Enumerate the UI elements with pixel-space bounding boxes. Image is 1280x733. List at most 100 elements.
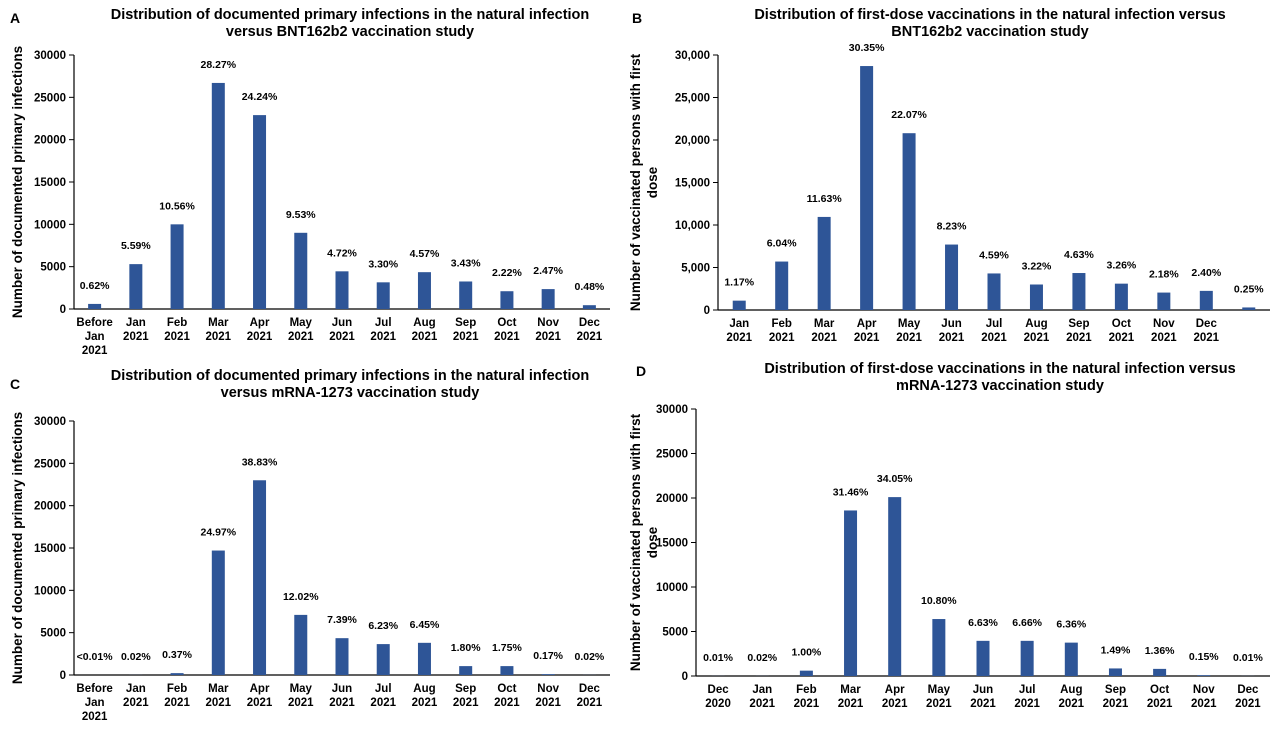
x-tick-label-line: 2021 <box>164 331 190 343</box>
x-tick-label-line: Apr <box>857 318 877 330</box>
bar <box>799 670 813 676</box>
bar <box>459 666 473 675</box>
data-label: 22.07% <box>891 109 927 121</box>
x-tick-label-line: Dec <box>708 684 730 696</box>
data-label: 12.02% <box>283 591 319 603</box>
x-tick-label-line: Jun <box>973 684 993 696</box>
x-tick-label-line: Jun <box>941 318 961 330</box>
x-tick-label: Jun 2021 <box>329 683 355 709</box>
x-tick-label-line: 2021 <box>370 331 396 343</box>
data-label: 6.45% <box>410 619 440 631</box>
x-tick-label: Mar 2021 <box>206 317 232 343</box>
data-label: 4.72% <box>327 247 357 259</box>
x-tick-label: Dec 2021 <box>577 683 603 709</box>
x-tick-label-line: Nov <box>537 683 559 695</box>
bar <box>1108 668 1122 676</box>
x-tick-label-line: Sep <box>455 683 476 695</box>
x-tick-label-line: Oct <box>497 683 516 695</box>
x-tick-label: Feb 2021 <box>794 684 820 710</box>
x-tick-label-line: 2021 <box>577 697 603 709</box>
x-tick-label-line: 2021 <box>1235 698 1261 710</box>
x-tick-label: Jul 2021 <box>370 317 396 343</box>
data-label: 30.35% <box>849 42 885 54</box>
x-tick-label-line: 2021 <box>1147 698 1173 710</box>
x-tick-label-line: 2021 <box>453 331 479 343</box>
y-tick-label: 25000 <box>34 92 66 104</box>
bar <box>170 224 184 309</box>
bar <box>500 291 514 309</box>
x-tick-label-line: 2021 <box>811 332 837 344</box>
x-tick-label: May 2021 <box>288 683 314 709</box>
x-tick-label-line: 2021 <box>1109 332 1135 344</box>
x-tick-label: Nov 2021 <box>1151 318 1177 344</box>
y-tick-label: 5,000 <box>681 263 710 275</box>
data-label: <0.01% <box>77 651 114 663</box>
x-tick-label: Oct 2021 <box>494 683 520 709</box>
bar <box>294 232 308 309</box>
y-tick-label: 5000 <box>40 262 66 274</box>
x-tick-label-line: 2021 <box>412 331 438 343</box>
y-tick-label: 25,000 <box>675 93 710 105</box>
x-tick-label-line: 2021 <box>1014 698 1040 710</box>
chart-title-d-line-1: Distribution of first-dose vaccinations … <box>764 361 1236 377</box>
bar <box>170 673 184 675</box>
x-tick-label-line: 2021 <box>123 331 149 343</box>
x-tick-label-line: 2021 <box>854 332 880 344</box>
bar <box>1153 668 1167 676</box>
bar <box>976 640 990 676</box>
x-tick-label-line: Jun <box>332 683 352 695</box>
chart-title-b: Distribution of first-dose vaccinations … <box>710 7 1270 41</box>
chart-title-d: Distribution of first-dose vaccinations … <box>710 361 1280 395</box>
bar <box>1064 642 1078 676</box>
data-label: 0.01% <box>703 652 733 664</box>
data-label: 0.02% <box>747 652 777 664</box>
y-tick-label: 10000 <box>34 585 66 597</box>
bar <box>541 674 555 675</box>
x-tick-label: Dec 2021 <box>1235 684 1261 710</box>
x-tick-label: Mar 2021 <box>838 684 864 710</box>
data-label: 0.02% <box>121 651 151 663</box>
x-tick-label-line: 2021 <box>494 331 520 343</box>
x-tick-label-line: 2021 <box>981 332 1007 344</box>
y-tick-label: 30,000 <box>675 50 710 62</box>
data-label: 3.26% <box>1106 260 1136 272</box>
x-tick-label-line: Jan <box>85 697 105 709</box>
data-label: 1.36% <box>1145 645 1175 657</box>
data-label: 6.36% <box>1056 619 1086 631</box>
y-tick-label: 0 <box>60 670 66 682</box>
x-tick-label: Jun 2021 <box>970 684 996 710</box>
x-tick-label-line: Sep <box>1068 318 1089 330</box>
data-label: 6.66% <box>1012 617 1042 629</box>
x-tick-label-line: 2021 <box>164 697 190 709</box>
y-axis-title: Number of documented primary infections <box>10 46 25 318</box>
y-tick-label: 20,000 <box>675 135 710 147</box>
x-tick-label-line: Apr <box>250 317 270 329</box>
y-axis-title: Number of vaccinated persons with first d… <box>628 53 660 311</box>
bar <box>211 550 225 675</box>
x-tick-label-line: Feb <box>167 317 187 329</box>
x-tick-label-line: Oct <box>497 317 516 329</box>
x-tick-label-line: Feb <box>796 684 816 696</box>
x-tick-label-line: Aug <box>1060 684 1082 696</box>
data-label: 0.62% <box>80 280 110 292</box>
x-tick-label-line: 2021 <box>1059 698 1085 710</box>
x-tick-label: Nov 2021 <box>535 317 561 343</box>
bar <box>582 305 596 309</box>
x-tick-label-line: 2021 <box>329 697 355 709</box>
y-axis-title-line: dose <box>645 166 660 198</box>
chart-title-c-line-2: versus mRNA-1273 vaccination study <box>220 385 480 401</box>
y-tick-label: 10000 <box>34 219 66 231</box>
x-tick-label: Sep 2021 <box>1103 684 1129 710</box>
data-label: 4.63% <box>1064 249 1094 261</box>
x-tick-label-line: 2020 <box>705 698 731 710</box>
x-tick-label-line: Apr <box>250 683 270 695</box>
panel-letter-d: D <box>636 363 647 379</box>
x-tick-label-line: May <box>290 317 313 329</box>
panel-letter-a: A <box>10 10 21 26</box>
x-tick-label: Sep 2021 <box>453 317 479 343</box>
data-label: 10.56% <box>159 200 195 212</box>
x-tick-label: Apr 2021 <box>247 683 273 709</box>
y-tick-label: 0 <box>60 304 66 316</box>
x-tick-label-line: Jan <box>85 331 105 343</box>
bar <box>211 82 225 309</box>
